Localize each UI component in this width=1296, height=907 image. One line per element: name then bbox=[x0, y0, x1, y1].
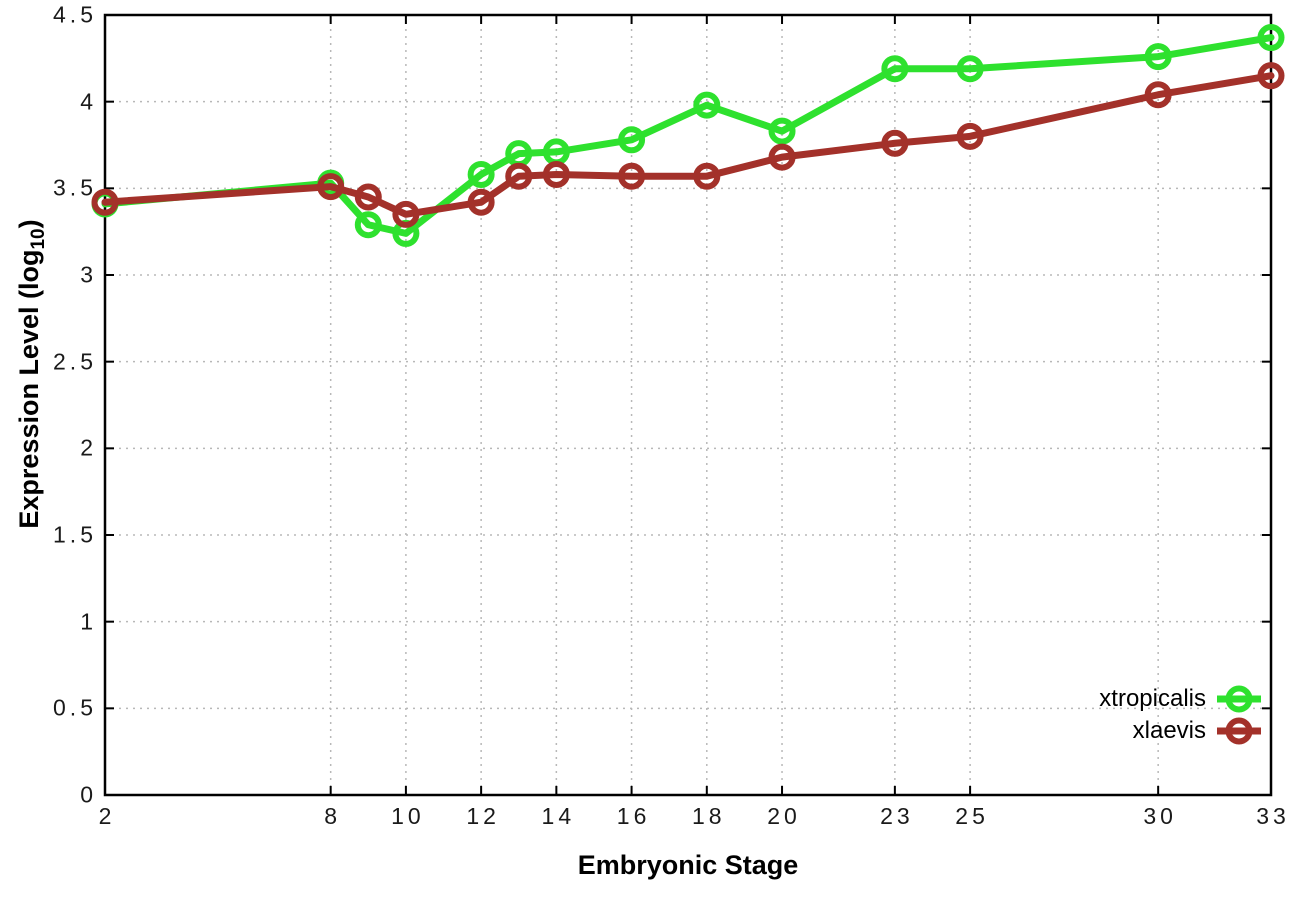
data-point-xtropicalis bbox=[354, 211, 382, 239]
data-point-xtropicalis bbox=[881, 55, 909, 83]
data-point-xlaevis bbox=[1257, 62, 1285, 90]
data-point-xlaevis bbox=[693, 162, 721, 190]
data-point-xlaevis bbox=[317, 173, 345, 201]
legend-label-xlaevis: xlaevis bbox=[1132, 717, 1206, 744]
y-tick-label: 1.5 bbox=[53, 521, 97, 548]
y-tick-label: 3.5 bbox=[53, 174, 97, 201]
y-tick-label: 4.5 bbox=[53, 1, 97, 28]
x-tick-label: 12 bbox=[466, 803, 500, 829]
data-point-xlaevis bbox=[542, 160, 570, 188]
data-point-xtropicalis bbox=[467, 160, 495, 188]
data-point-xlaevis bbox=[467, 188, 495, 216]
x-tick-label: 14 bbox=[541, 803, 576, 829]
data-point-xtropicalis bbox=[1144, 43, 1172, 71]
x-tick-label: 18 bbox=[692, 803, 726, 829]
data-point-xlaevis bbox=[505, 162, 533, 190]
y-tick-label: 1 bbox=[80, 608, 97, 635]
y-tick-label: 2.5 bbox=[53, 348, 97, 375]
x-tick-label: 8 bbox=[324, 803, 342, 829]
x-tick-label: 25 bbox=[955, 803, 989, 829]
data-point-xlaevis bbox=[618, 162, 646, 190]
data-point-xlaevis bbox=[354, 183, 382, 211]
y-axis-title-subscript: 10 bbox=[28, 228, 50, 250]
x-tick-label: 23 bbox=[880, 803, 914, 829]
y-tick-label: 0.5 bbox=[53, 694, 97, 721]
data-point-xtropicalis bbox=[618, 126, 646, 154]
data-point-xlaevis bbox=[956, 122, 984, 150]
legend-marker-xlaevis-icon bbox=[1217, 717, 1261, 745]
data-point-xtropicalis bbox=[1257, 24, 1285, 52]
y-tick-label: 4 bbox=[80, 88, 97, 115]
y-tick-label: 3 bbox=[80, 261, 97, 288]
data-point-xlaevis bbox=[392, 200, 420, 228]
data-point-xtropicalis bbox=[768, 117, 796, 145]
legend-marker-xtropicalis-icon bbox=[1217, 685, 1261, 713]
y-tick-label: 2 bbox=[80, 434, 97, 461]
x-axis-title: Embryonic Stage bbox=[577, 850, 799, 880]
plot-border bbox=[103, 13, 1273, 797]
y-tick-label: 0 bbox=[80, 781, 97, 808]
data-point-xlaevis bbox=[881, 129, 909, 157]
x-tick-label: 2 bbox=[98, 803, 116, 829]
data-point-xlaevis bbox=[1144, 81, 1172, 109]
legend-item-xlaevis: xlaevis bbox=[1133, 716, 1262, 746]
x-tick-label: 20 bbox=[767, 803, 801, 829]
y-axis-title-main: Expression Level (log bbox=[13, 249, 44, 529]
data-point-xtropicalis bbox=[956, 55, 984, 83]
legend-item-xtropicalis: xtropicalis bbox=[1099, 684, 1262, 714]
series-line-xlaevis bbox=[101, 72, 1275, 218]
legend-label-xtropicalis: xtropicalis bbox=[1099, 685, 1206, 712]
data-point-xtropicalis bbox=[693, 91, 721, 119]
data-point-xlaevis bbox=[91, 188, 119, 216]
legend: xtropicalis xlaevis bbox=[1099, 684, 1262, 746]
x-tick-label: 16 bbox=[616, 803, 651, 829]
x-tick-label: 30 bbox=[1143, 803, 1177, 829]
y-axis-title: Expression Level (log10) bbox=[14, 219, 50, 528]
series-line-xtropicalis bbox=[101, 34, 1275, 237]
y-axis-title-close: ) bbox=[13, 219, 44, 229]
x-tick-label: 33 bbox=[1256, 803, 1290, 829]
x-tick-label: 10 bbox=[391, 803, 425, 829]
data-point-xlaevis bbox=[768, 143, 796, 171]
